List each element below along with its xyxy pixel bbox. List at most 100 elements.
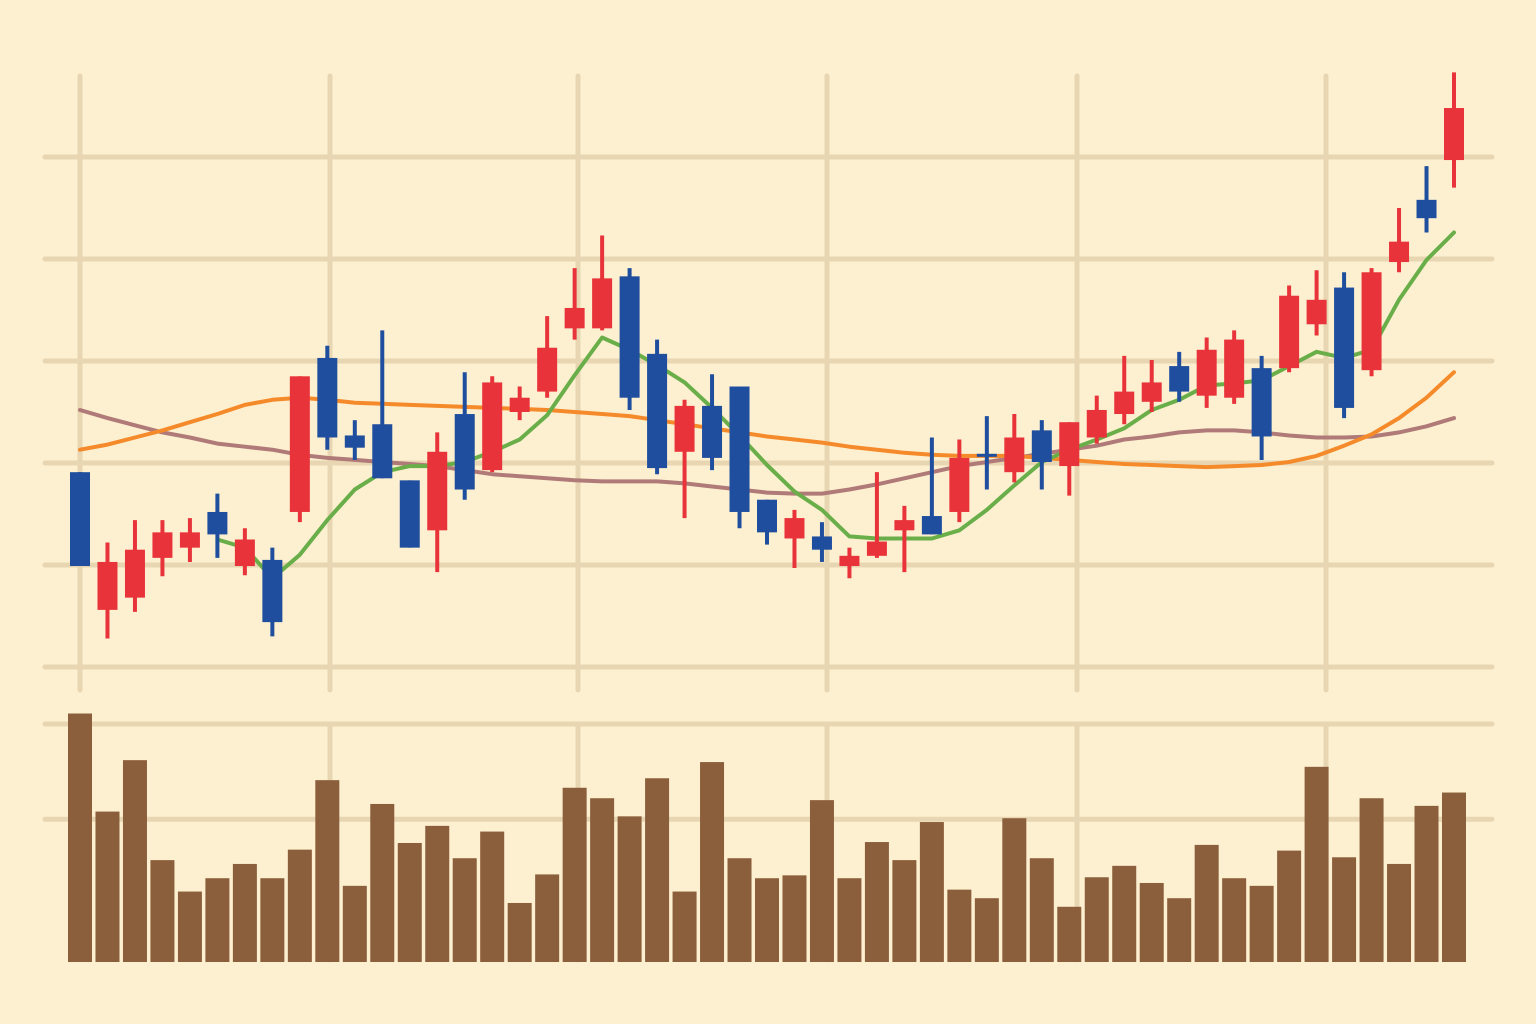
volume-bar — [1359, 798, 1384, 962]
candle — [674, 399, 695, 519]
candle — [179, 518, 200, 562]
candle — [1306, 270, 1327, 336]
candle-body — [729, 386, 750, 512]
candle — [619, 268, 640, 410]
candle — [592, 235, 613, 331]
candle — [866, 472, 887, 558]
candle-body — [894, 520, 915, 531]
candle-body — [124, 549, 145, 598]
candle — [949, 439, 970, 523]
candle-body — [1306, 299, 1327, 325]
candle — [1114, 355, 1135, 425]
candle — [757, 499, 777, 545]
candle — [1361, 268, 1382, 377]
candle-body — [866, 541, 887, 556]
candle-body — [207, 511, 228, 535]
volume-bar — [342, 885, 367, 962]
candle — [537, 316, 558, 398]
candle-body — [1251, 368, 1272, 437]
candle — [234, 528, 255, 576]
candle — [1141, 359, 1162, 412]
candle — [372, 330, 393, 479]
candle-body — [592, 278, 613, 329]
candle — [262, 547, 283, 637]
volume-bar — [397, 842, 422, 962]
candle-body — [564, 307, 585, 329]
volume-bar — [1057, 906, 1082, 962]
volume-bar — [837, 878, 862, 962]
volume-bar — [892, 860, 917, 962]
candle-body — [1389, 241, 1410, 263]
candle — [1059, 422, 1080, 496]
candle — [207, 493, 228, 558]
candle-body — [509, 397, 530, 412]
volume-bar — [727, 858, 752, 962]
candle-body — [289, 376, 310, 512]
candle — [564, 268, 585, 340]
candle — [152, 520, 173, 577]
candle-body — [1004, 437, 1025, 473]
volume-bar — [260, 878, 285, 962]
volume-bar — [617, 816, 642, 962]
candle — [1389, 208, 1410, 273]
volume-bar — [425, 825, 450, 962]
volume-bar — [1249, 885, 1274, 962]
volume-bar — [864, 842, 889, 962]
candle-body — [262, 559, 283, 623]
candle-body — [949, 457, 970, 512]
volume-bar — [919, 822, 944, 962]
volume-bar — [1002, 818, 1027, 962]
candle — [399, 480, 420, 548]
volume-bar — [507, 902, 532, 962]
candle-body — [702, 405, 723, 458]
candle-body — [97, 561, 118, 610]
volume-bar — [974, 898, 999, 962]
candle-body — [921, 516, 942, 535]
volume-bar — [755, 878, 779, 962]
volume-bar — [562, 787, 587, 962]
candle-body — [152, 532, 173, 558]
candle — [1224, 330, 1245, 404]
candle-body — [1361, 272, 1382, 371]
volume-bar — [177, 891, 202, 962]
volume-bar — [1084, 877, 1109, 962]
candle — [976, 416, 997, 490]
volume-bar — [150, 860, 175, 962]
volume-bar — [1167, 898, 1192, 962]
candle — [921, 437, 942, 535]
candle-body — [1196, 349, 1217, 396]
volume-bar — [1304, 766, 1329, 962]
volume-bar — [95, 811, 120, 962]
volume-bar — [1222, 878, 1247, 962]
candle-body — [784, 518, 805, 539]
candle-body — [1224, 339, 1245, 398]
candle-body — [839, 555, 860, 567]
volume-bar — [370, 803, 395, 962]
volume-bar — [1194, 844, 1219, 962]
candle-body — [537, 347, 558, 392]
candle — [482, 376, 503, 473]
candle — [811, 522, 832, 562]
candle-body — [619, 276, 640, 398]
volume-bar — [535, 874, 560, 962]
volume-bar — [1029, 858, 1054, 962]
candle-body — [317, 357, 338, 438]
volume-bar — [590, 798, 615, 962]
candle — [1444, 72, 1464, 188]
candle-body — [1279, 295, 1300, 369]
candle-body — [757, 499, 777, 533]
candle-body — [1059, 422, 1080, 467]
volume-bar — [1112, 865, 1137, 962]
volume-bar — [122, 760, 147, 962]
volume-bar — [452, 858, 477, 962]
volume-bar — [232, 863, 257, 962]
candle — [1334, 272, 1355, 419]
candle — [124, 520, 145, 612]
candle — [289, 376, 310, 523]
candle — [1031, 420, 1052, 490]
volume-bar — [68, 713, 92, 962]
candle-body — [399, 480, 420, 548]
volume-bar — [700, 762, 725, 962]
candle — [647, 339, 668, 475]
